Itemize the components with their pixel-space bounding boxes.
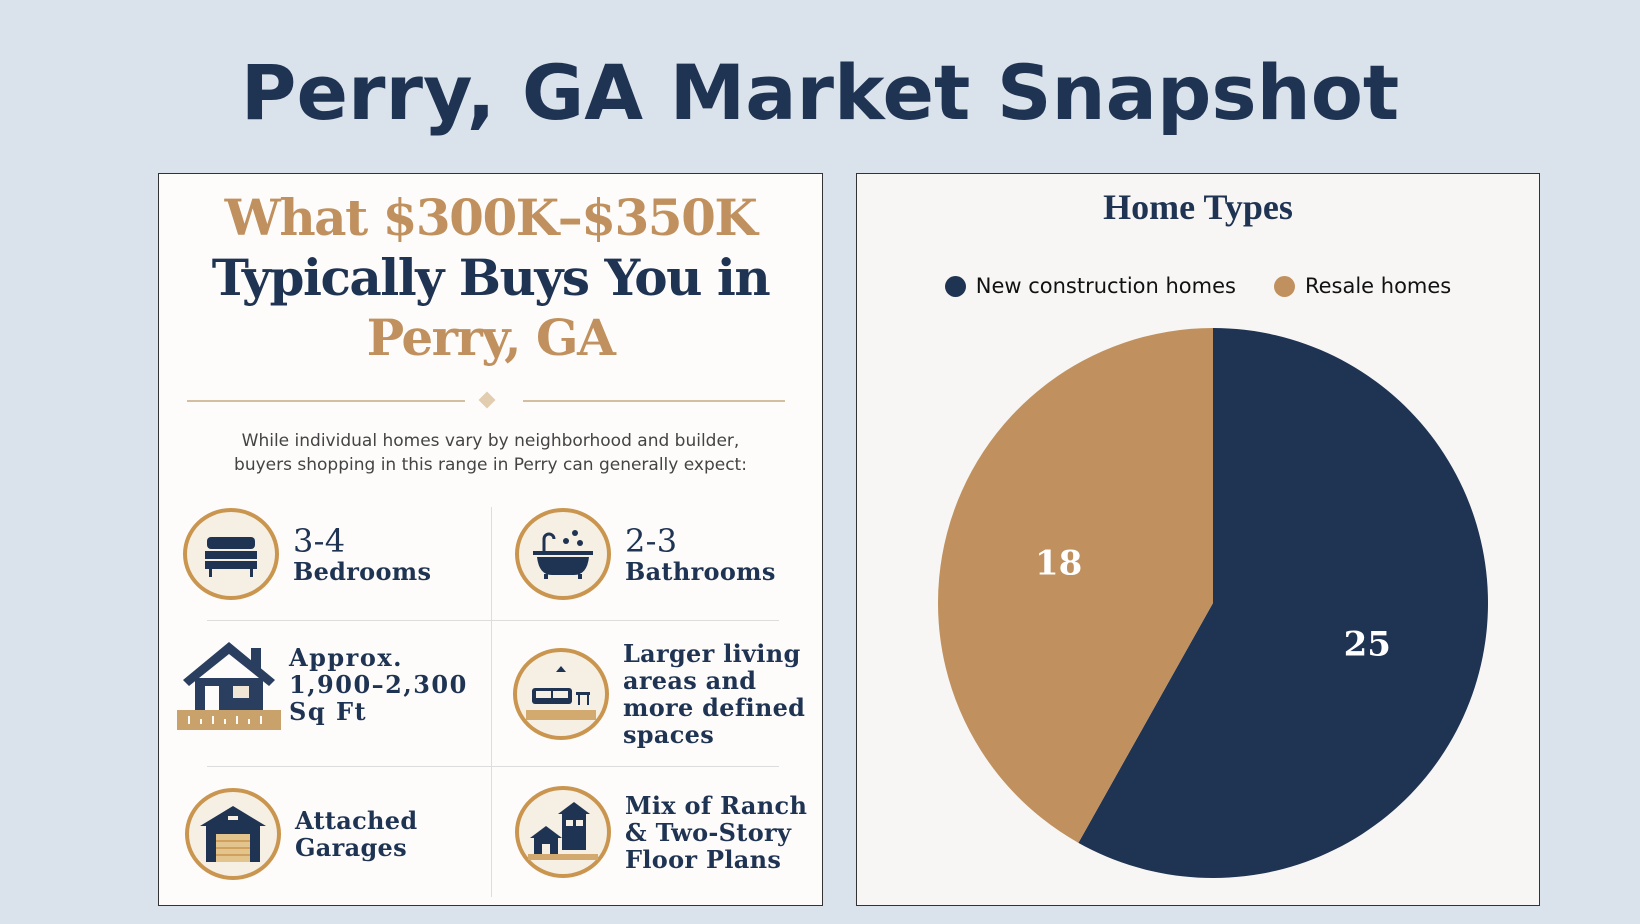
garage-icon	[185, 788, 281, 880]
legend-label: Resale homes	[1304, 274, 1452, 298]
legend-item-resale: Resale homes	[1273, 274, 1452, 298]
chart-title: Home Types	[1103, 187, 1293, 227]
legend-label: New construction homes	[975, 274, 1236, 298]
infographic-panel: What $300K–$350K Typically Buys You in P…	[158, 173, 823, 906]
feature-line: Floor Plans	[625, 844, 782, 874]
legend-swatch	[944, 275, 966, 297]
chart-panel: Home Types New construction homes Resale…	[856, 173, 1540, 906]
feature-label: Bathrooms	[625, 556, 776, 586]
feature-line: Larger living	[623, 639, 801, 668]
feature-floor-plans: Mix of Ranch & Two-Story Floor Plans	[515, 786, 807, 878]
pie-data-label-1: 18	[1035, 544, 1082, 584]
heading-line-3: Perry, GA	[366, 308, 616, 367]
page-title: Perry, GA Market Snapshot	[240, 48, 1400, 137]
pie-data-label-0: 25	[1344, 624, 1391, 664]
grid-divider-1	[207, 620, 779, 621]
feature-line: 1,900–2,300	[289, 669, 468, 699]
feature-line: & Two-Story	[625, 817, 792, 847]
living-room-icon	[513, 648, 609, 740]
legend-swatch	[1273, 275, 1295, 297]
house-ruler-icon	[177, 636, 281, 732]
feature-line: Approx.	[289, 642, 403, 672]
grid-divider-2	[207, 766, 779, 767]
pie-slice-0	[1078, 328, 1488, 878]
feature-line: Mix of Ranch	[625, 790, 808, 820]
bathtub-icon	[515, 508, 611, 600]
feature-value: 2-3	[625, 521, 678, 560]
feature-garages: Attached Garages	[185, 788, 417, 880]
feature-label: Bedrooms	[293, 556, 432, 586]
feature-square-footage: Approx. 1,900–2,300 Sq Ft	[177, 636, 468, 732]
feature-line: Garages	[295, 833, 407, 862]
feature-value: 3-4	[293, 521, 346, 560]
pie-chart: 25 18	[937, 328, 1488, 878]
chart-legend: New construction homes Resale homes	[857, 274, 1539, 298]
feature-bathrooms: 2-3 Bathrooms	[515, 508, 776, 600]
intro-line-2: buyers shopping in this range in Perry c…	[234, 455, 747, 475]
pie-slice-1	[937, 328, 1213, 843]
intro-text: While individual homes vary by neighborh…	[159, 429, 822, 477]
feature-line: Sq Ft	[289, 696, 368, 726]
bed-icon	[183, 508, 279, 600]
feature-line: Attached	[295, 806, 418, 835]
feature-bedrooms: 3-4 Bedrooms	[183, 508, 431, 600]
feature-line: spaces	[623, 720, 715, 749]
grid-divider-vertical	[491, 507, 492, 897]
intro-line-1: While individual homes vary by neighborh…	[241, 431, 740, 451]
feature-living-areas: Larger living areas and more defined spaces	[513, 640, 805, 748]
feature-line: more defined	[623, 693, 806, 722]
divider-right	[523, 400, 785, 402]
feature-line: areas and	[623, 666, 757, 695]
legend-item-new-construction: New construction homes	[944, 274, 1236, 298]
diamond-ornament	[478, 391, 496, 409]
divider-left	[187, 400, 465, 402]
heading-line-2: Typically Buys You in	[211, 248, 771, 307]
floor-plan-icon	[515, 786, 611, 878]
heading-line-1: What $300K–$350K	[224, 188, 758, 247]
